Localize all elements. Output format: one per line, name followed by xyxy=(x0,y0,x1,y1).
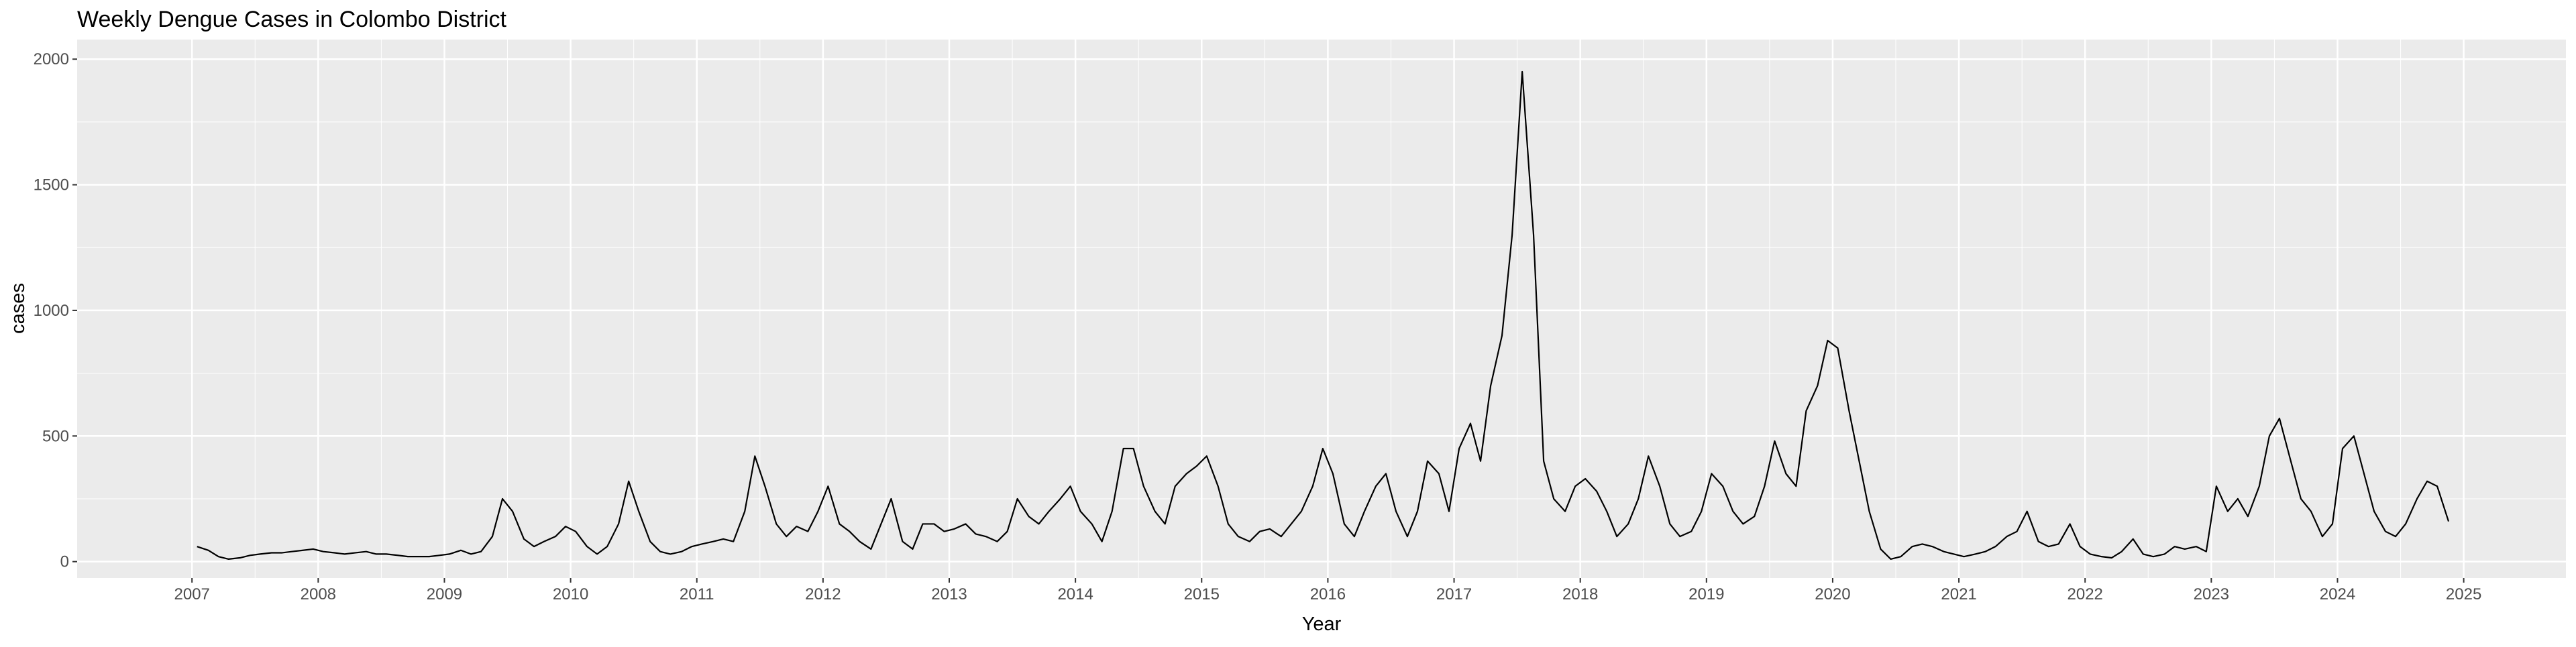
x-tick-label: 2018 xyxy=(1562,585,1598,603)
panel xyxy=(77,40,2566,578)
x-tick-label: 2022 xyxy=(2068,585,2103,603)
x-tick-label: 2011 xyxy=(680,585,714,603)
x-axis-label: Year xyxy=(1302,613,1342,635)
x-tick-label: 2008 xyxy=(301,585,336,603)
y-tick-label: 0 xyxy=(60,553,69,571)
y-axis-label: cases xyxy=(7,283,29,334)
x-tick-label: 2014 xyxy=(1057,585,1093,603)
x-tick-label: 2013 xyxy=(931,585,967,603)
x-tick-label: 2025 xyxy=(2446,585,2481,603)
x-tick-label: 2007 xyxy=(174,585,210,603)
x-tick-label: 2020 xyxy=(1815,585,1850,603)
x-tick-label: 2017 xyxy=(1436,585,1472,603)
y-tick-label: 2000 xyxy=(34,50,69,68)
y-tick-label: 1500 xyxy=(34,176,69,194)
data-line xyxy=(197,70,2450,560)
x-tick-label: 2021 xyxy=(1941,585,1976,603)
x-tick-label: 2015 xyxy=(1184,585,1220,603)
x-tick-label: 2012 xyxy=(805,585,841,603)
y-tick-label: 1000 xyxy=(34,302,69,320)
x-tick-label: 2009 xyxy=(427,585,462,603)
x-tick-label: 2010 xyxy=(553,585,588,603)
y-tick-label: 500 xyxy=(42,427,69,445)
x-tick-label: 2016 xyxy=(1310,585,1346,603)
chart-title: Weekly Dengue Cases in Colombo District xyxy=(77,7,507,32)
x-tick-label: 2023 xyxy=(2194,585,2229,603)
x-tick-label: 2024 xyxy=(2320,585,2355,603)
x-tick-label: 2019 xyxy=(1688,585,1724,603)
